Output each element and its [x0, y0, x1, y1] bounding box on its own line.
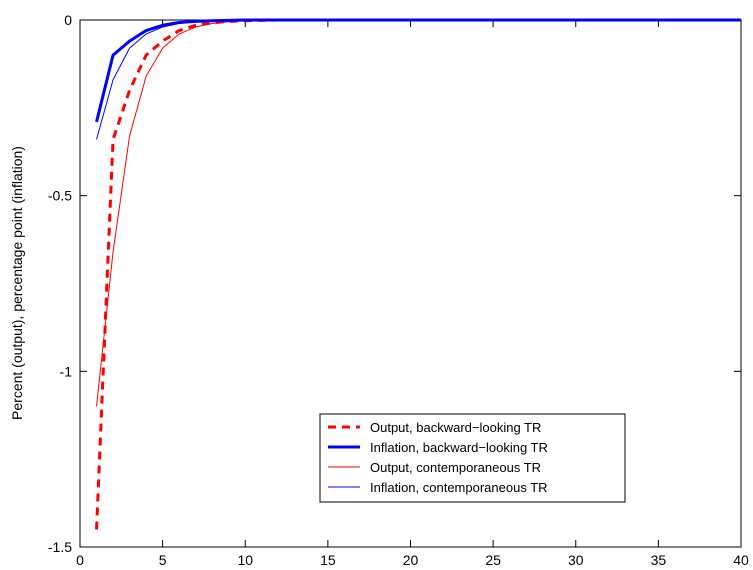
legend-entry-label: Output, contemporaneous TR: [370, 460, 541, 475]
y-tick-label: 0: [64, 12, 72, 28]
legend-entry-label: Inflation, backward−looking TR: [370, 440, 548, 455]
x-tick-label: 20: [403, 552, 419, 568]
x-tick-label: 30: [568, 552, 584, 568]
x-tick-label: 0: [76, 552, 84, 568]
x-tick-label: 15: [320, 552, 336, 568]
x-tick-label: 25: [485, 552, 501, 568]
y-tick-label: -1: [60, 363, 73, 379]
x-tick-label: 10: [237, 552, 253, 568]
legend: Output, backward−looking TR Inflation, ba…: [319, 413, 626, 503]
y-tick-label: -1.5: [48, 539, 72, 555]
x-tick-label: 5: [159, 552, 167, 568]
x-axis-ticks: 0 5 10 15 20 25 30 35 40: [76, 20, 749, 568]
x-tick-label: 40: [733, 552, 749, 568]
legend-entry-label: Output, backward−looking TR: [370, 420, 541, 435]
y-axis-ticks: -1.5 -1 -0.5 0: [48, 12, 741, 555]
legend-entry-label: Inflation, contemporaneous TR: [370, 480, 548, 495]
x-tick-label: 35: [651, 552, 667, 568]
series-lines: [95, 18, 741, 530]
y-tick-label: -0.5: [48, 188, 72, 204]
y-axis-label: Percent (output), percentage point (infl…: [9, 146, 25, 420]
series-line-2: [95, 18, 741, 123]
legend-box: [319, 413, 626, 503]
